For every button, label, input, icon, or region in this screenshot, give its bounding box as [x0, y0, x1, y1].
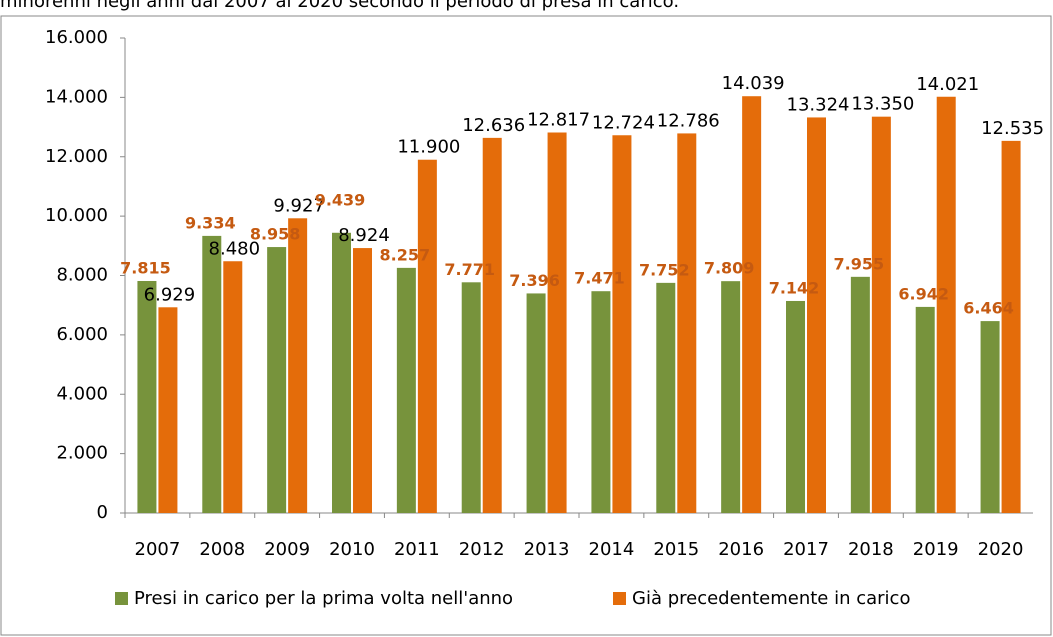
bar	[936, 96, 956, 514]
x-tick-label: 2007	[135, 539, 181, 560]
y-tick-label: 16.000	[45, 27, 108, 48]
data-label-first: 7.955	[834, 254, 885, 273]
y-tick-label: 12.000	[45, 146, 108, 167]
data-label-first: 7.809	[704, 259, 755, 278]
legend-label: Già precedentemente in carico	[632, 588, 910, 609]
x-tick-label: 2011	[394, 539, 440, 560]
bar	[721, 281, 741, 513]
bar	[202, 235, 222, 513]
x-tick-label: 2017	[783, 539, 829, 560]
x-tick-label: 2012	[459, 539, 505, 560]
bar	[807, 117, 826, 513]
data-label-first: 9.334	[185, 213, 236, 232]
data-label-previous: 8.480	[209, 238, 261, 259]
data-label-previous: 8.924	[338, 225, 390, 246]
y-tick-label: 14.000	[45, 86, 108, 107]
legend-swatch	[613, 592, 626, 605]
bar	[267, 247, 287, 513]
bar	[871, 116, 891, 513]
data-label-first: 7.471	[574, 269, 625, 288]
x-tick-label: 2019	[913, 539, 959, 560]
bar	[482, 137, 502, 513]
data-label-previous: 12.636	[462, 115, 525, 136]
data-label-first: 7.396	[509, 271, 560, 290]
bar	[417, 159, 437, 513]
y-tick-label: 2.000	[56, 443, 108, 464]
bar	[332, 232, 351, 513]
data-label-first: 6.464	[963, 299, 1014, 318]
bar	[612, 135, 632, 513]
data-label-first: 8.257	[380, 245, 431, 264]
bar	[137, 280, 157, 513]
y-tick-label: 10.000	[45, 205, 108, 226]
chart-title: minorenni negli anni dal 2007 al 2020 se…	[0, 0, 679, 12]
bar	[288, 218, 308, 514]
data-label-previous: 14.021	[916, 74, 979, 95]
x-tick-label: 2015	[653, 539, 699, 560]
bar	[1001, 140, 1021, 513]
bar	[353, 248, 372, 513]
bar	[223, 261, 243, 513]
bar	[461, 282, 481, 513]
data-label-first: 7.815	[120, 258, 171, 277]
bar	[158, 307, 178, 513]
x-tick-label: 2013	[524, 539, 570, 560]
data-label-previous: 9.927	[273, 195, 325, 216]
y-tick-label: 0	[97, 502, 108, 523]
x-tick-label: 2010	[329, 539, 375, 560]
data-label-previous: 12.786	[657, 110, 720, 131]
legend-swatch	[115, 592, 128, 605]
y-tick-label: 4.000	[56, 383, 108, 404]
bar	[547, 132, 567, 514]
data-label-previous: 12.817	[527, 109, 590, 130]
data-label-previous: 12.724	[592, 112, 655, 133]
data-label-previous: 12.535	[981, 118, 1044, 139]
data-label-previous: 13.350	[851, 94, 914, 115]
data-label-first: 6.942	[898, 284, 949, 303]
x-tick-label: 2008	[199, 539, 245, 560]
bar	[850, 276, 870, 513]
x-tick-label: 2020	[978, 539, 1024, 560]
y-tick-label: 8.000	[56, 265, 108, 286]
data-label-previous: 6.929	[144, 284, 196, 305]
bar	[742, 96, 762, 513]
data-label-first: 7.142	[769, 278, 820, 297]
bar	[526, 293, 546, 513]
bar	[656, 282, 676, 513]
data-label-first: 7.771	[444, 260, 495, 279]
bar	[591, 291, 611, 513]
data-label-previous: 14.039	[722, 73, 785, 94]
x-tick-label: 2009	[264, 539, 310, 560]
y-tick-label: 6.000	[56, 324, 108, 345]
x-tick-label: 2018	[848, 539, 894, 560]
bar	[915, 306, 935, 513]
bar	[980, 321, 1000, 513]
data-label-first: 7.752	[639, 260, 690, 279]
bar	[396, 267, 416, 513]
x-tick-label: 2016	[718, 539, 764, 560]
data-label-first: 9.439	[315, 190, 366, 209]
data-label-previous: 13.324	[787, 94, 850, 115]
bar	[677, 133, 697, 513]
legend-label: Presi in carico per la prima volta nell'…	[134, 588, 513, 609]
data-label-previous: 11.900	[397, 137, 460, 158]
x-tick-label: 2014	[589, 539, 635, 560]
chart-border	[0, 15, 1052, 636]
data-label-first: 8.958	[250, 225, 301, 244]
bar	[786, 300, 805, 513]
